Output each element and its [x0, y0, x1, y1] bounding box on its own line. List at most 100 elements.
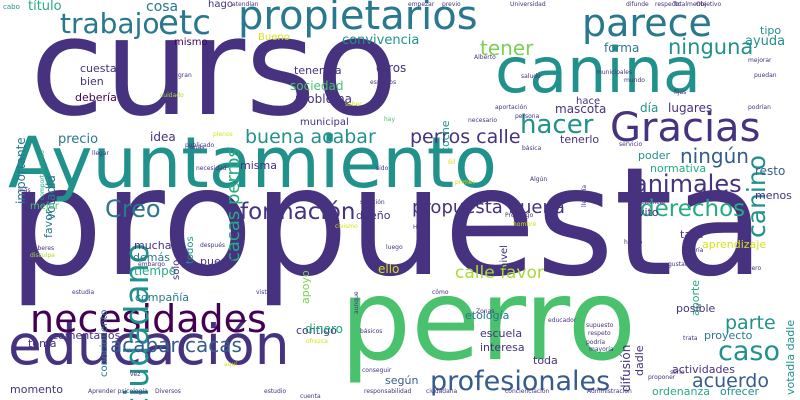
word-parece: parece	[582, 1, 712, 45]
word-municipales: municipales	[596, 69, 633, 76]
word-tasa: tasa	[680, 228, 704, 241]
word-calle-favor: calle favor	[455, 263, 544, 283]
word-cuidado: cuidado	[160, 92, 184, 99]
word-puede: puede	[200, 255, 235, 268]
word-respeto: respeto	[588, 330, 611, 337]
word-luego: luego	[386, 244, 403, 251]
word-puedan: puedan	[754, 72, 777, 79]
word-servicio: servicio	[619, 141, 643, 148]
word-embargo: embargo	[138, 261, 165, 268]
word-resto: resto	[755, 164, 786, 178]
word-mas: más	[18, 187, 31, 194]
word-aqui: aquí	[224, 361, 237, 368]
word-caso: caso	[718, 336, 780, 367]
word-bueno: Bueno	[258, 32, 290, 43]
word-proponer: proponer	[648, 374, 676, 381]
word-dueno: dueño	[356, 209, 391, 222]
word-problema: problema	[295, 92, 353, 106]
word-precio: precio	[58, 132, 99, 147]
word-acabar-cacas: acabar cacas	[110, 333, 242, 357]
word-favor: favor	[42, 209, 55, 238]
word-normativa: normativa	[650, 162, 707, 175]
word-municipal: municipal	[300, 117, 349, 128]
word-hecho: hecho	[624, 239, 643, 246]
word-perro: perro	[340, 256, 637, 386]
word-basicos: básicos	[360, 328, 383, 335]
word-mayor: mayor	[575, 268, 595, 275]
word-aprendizaje: aprendizaje	[702, 238, 767, 251]
word-ayuda: ayuda	[745, 34, 786, 49]
word-nivel: nivel	[499, 245, 510, 269]
word-convivencia: convivencia	[342, 33, 420, 48]
word-solucion: solución	[360, 199, 385, 206]
word-trabajo: trabajo	[60, 7, 160, 40]
word-poder: poder	[638, 149, 670, 162]
word-curso: curso	[30, 0, 399, 146]
word-atendian: atendían	[232, 1, 259, 8]
word-dia: día	[640, 101, 659, 115]
word-mejorar: mejorar	[748, 57, 772, 64]
word-necesidad: necesidad	[196, 165, 227, 172]
word-animales: animales	[633, 170, 742, 198]
word-concienciacion: concienciación	[505, 388, 550, 395]
word-gracias: Gracias	[610, 105, 761, 151]
word-invito: invito	[628, 206, 659, 219]
word-idea: idea	[150, 130, 176, 144]
word-comportamiento: comportamiento	[39, 150, 46, 200]
word-tenencia: tenencia	[294, 64, 342, 77]
word-estudia: estudia	[72, 289, 95, 296]
word-responsabilidad: responsabilidad	[364, 388, 412, 395]
word-educacion: educación	[8, 313, 290, 377]
word-tema: tema	[28, 337, 57, 350]
word-ordenanza: ordenanza	[652, 385, 711, 398]
word-etc: etc	[158, 3, 211, 43]
word-toda: toda	[533, 354, 558, 367]
word-llegar: llegar	[92, 150, 109, 157]
word-necesidades: necesidades	[30, 297, 267, 341]
word-tiempo: tiempo	[134, 264, 177, 278]
word-trata: trata	[683, 335, 698, 342]
word-espacios: espacios	[370, 79, 397, 86]
word-misma: misma	[240, 159, 277, 172]
word-escuela: escuela	[480, 327, 523, 340]
word-propuesta-buena: propuesta buena	[412, 197, 565, 218]
word-mascota: mascota	[555, 102, 607, 116]
word-titulo: título	[28, 0, 62, 14]
word-bien: bien	[80, 75, 104, 88]
word-vez: vez	[130, 371, 141, 378]
word-acceder: acceder	[688, 194, 712, 201]
word-conseguir: conseguir	[362, 367, 392, 374]
word-empezar: empezar	[408, 1, 435, 8]
word-experiencia: experiencia	[630, 199, 665, 206]
word-como: cómo	[432, 289, 449, 296]
word-forma: forma	[604, 41, 640, 55]
word-ello: ello	[378, 262, 400, 276]
word-algun: Algún	[530, 176, 548, 183]
word-sociedad: sociedad	[290, 79, 344, 93]
word-respecto: respecto	[655, 1, 681, 8]
word-canina: canina	[495, 34, 701, 107]
word-educador: educador	[548, 317, 577, 324]
word-tenerlo: tenerlo	[560, 133, 600, 146]
word-dadle: dadle	[633, 345, 646, 376]
word-otros: otros	[376, 61, 407, 75]
word-despues: después	[200, 242, 226, 249]
word-diversos: Diversos	[155, 388, 181, 395]
word-difunde: difunde	[626, 1, 649, 8]
word-solo: sólo	[171, 259, 182, 280]
word-zonas: Zonas	[476, 308, 495, 315]
word-hombre: hombre	[513, 221, 537, 228]
word-proyecto: proyecto	[704, 329, 753, 342]
word-ciudadana: ciudadana	[426, 388, 458, 395]
word-mundo: mundo	[624, 77, 645, 84]
word-actividades: actividades	[672, 363, 735, 376]
word-dinero: dinero	[305, 322, 343, 336]
word-compania: compañía	[135, 291, 189, 304]
word-cabo: cabo	[3, 3, 20, 11]
word-conocimiento: conocimiento	[99, 309, 110, 377]
word-objetivo: Objetivo	[696, 1, 722, 8]
word-cuesta: cuesta	[80, 62, 117, 75]
word-plenos: plenos	[213, 131, 233, 138]
word-numero: número	[738, 265, 762, 272]
word-previo: previo	[442, 1, 461, 8]
